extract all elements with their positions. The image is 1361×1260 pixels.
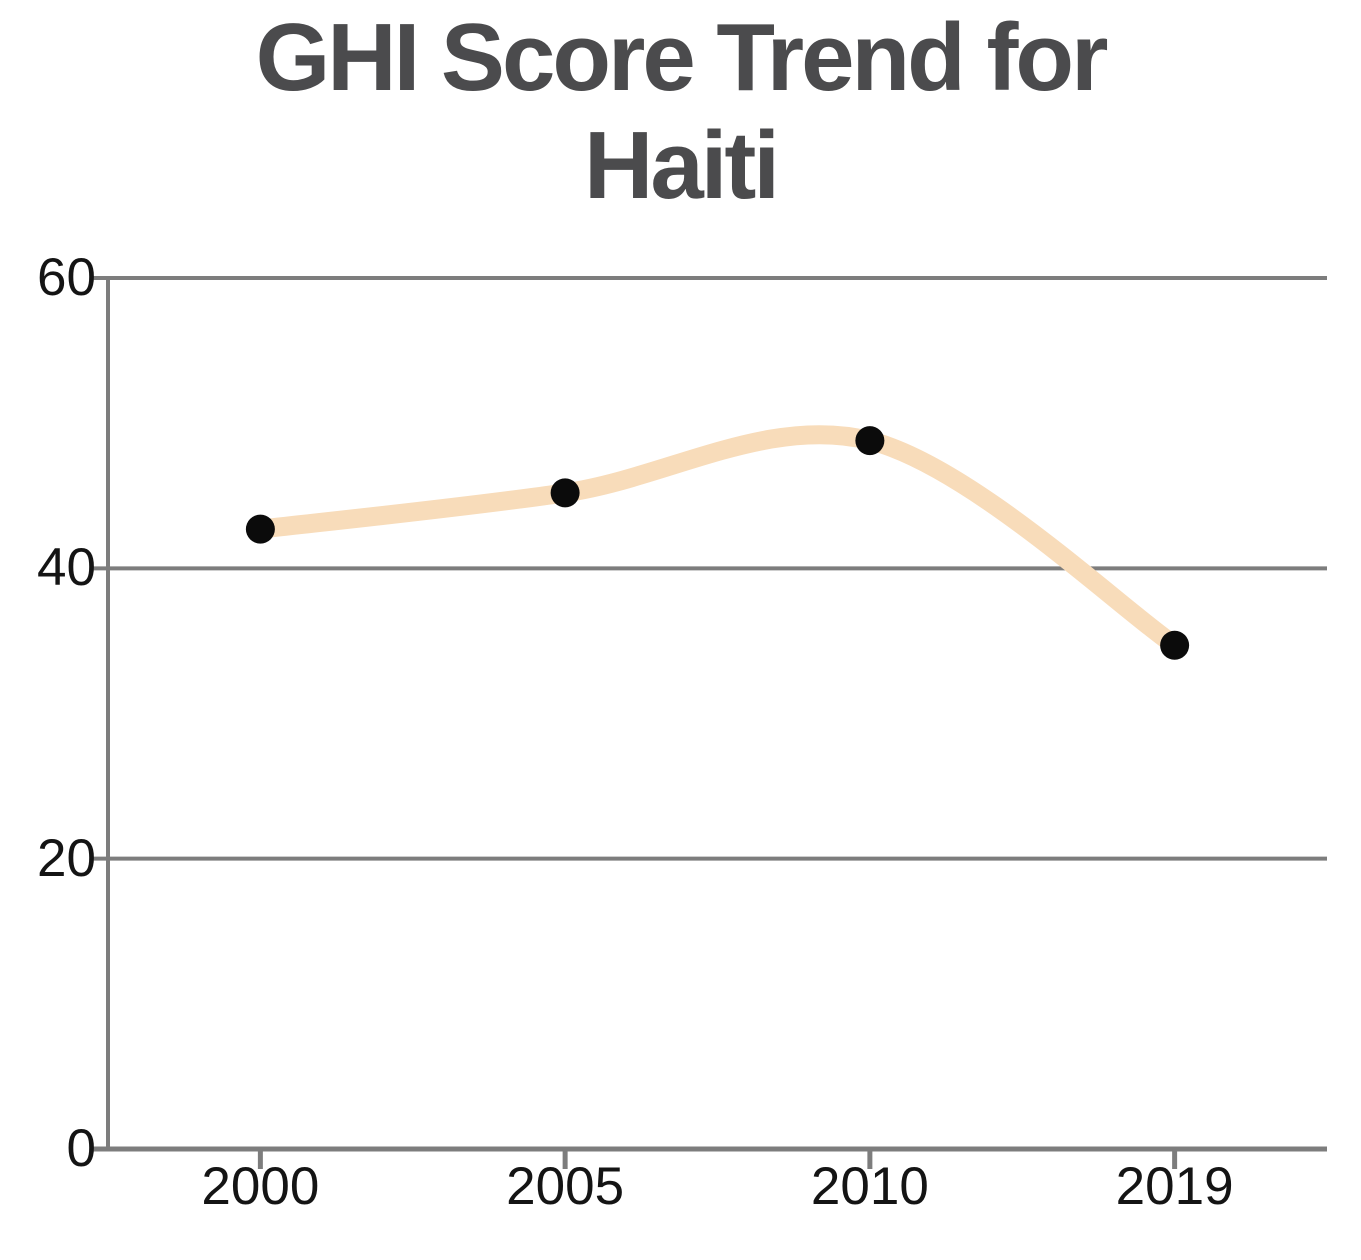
chart-title: GHI Score Trend for Haiti (0, 4, 1361, 221)
chart-title-line1: GHI Score Trend for (255, 4, 1109, 111)
x-axis-tick-label: 2010 (810, 1157, 929, 1216)
x-axis-tick-label: 2019 (1115, 1157, 1234, 1216)
data-point-marker (1160, 630, 1190, 660)
y-axis-tick-label: 40 (37, 538, 96, 598)
y-axis-tick-label: 60 (37, 248, 96, 307)
trend-line (250, 425, 1185, 655)
y-axis-tick-label: 20 (37, 828, 96, 888)
data-point-marker (855, 426, 885, 456)
data-point-marker (245, 514, 275, 544)
chart-title-line2: Haiti (583, 112, 780, 220)
data-point-marker (550, 478, 580, 508)
x-axis-tick-label: 2000 (201, 1157, 320, 1216)
y-axis-tick-label: 0 (66, 1119, 96, 1178)
x-axis-tick-label: 2005 (506, 1157, 625, 1216)
